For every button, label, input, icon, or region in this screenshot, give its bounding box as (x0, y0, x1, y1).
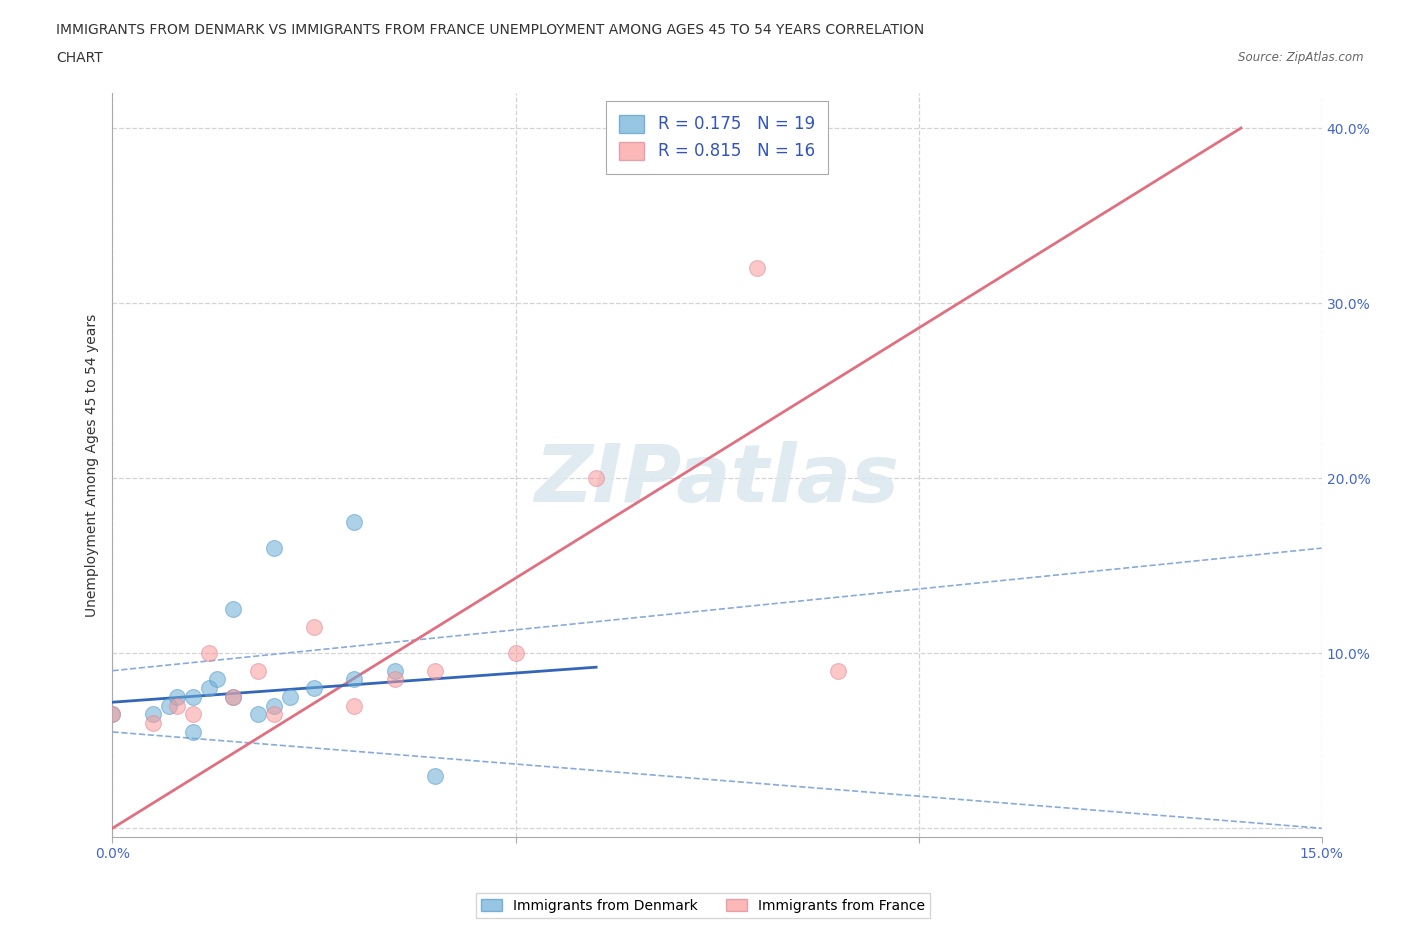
Point (181, 689, 204, 704)
Legend: R = 0.175   N = 19, R = 0.815   N = 16: R = 0.175 N = 19, R = 0.815 N = 16 (606, 101, 828, 174)
Point (222, 602, 245, 617)
Point (222, 689, 245, 704)
Text: ZIPatlas: ZIPatlas (534, 441, 900, 519)
Point (246, 663, 269, 678)
Point (302, 681, 325, 696)
Point (142, 707, 165, 722)
Point (827, 663, 849, 678)
Point (263, 540, 285, 555)
Point (207, 672, 229, 687)
Point (181, 724, 204, 739)
Point (747, 260, 769, 275)
Point (157, 698, 180, 713)
Y-axis label: Unemployment Among Ages 45 to 54 years: Unemployment Among Ages 45 to 54 years (84, 313, 98, 617)
Point (263, 698, 285, 713)
Legend: Immigrants from Denmark, Immigrants from France: Immigrants from Denmark, Immigrants from… (475, 894, 931, 919)
Point (505, 645, 527, 660)
Point (263, 707, 285, 722)
Point (166, 698, 188, 713)
Point (198, 645, 221, 660)
Point (423, 663, 446, 678)
Point (585, 471, 607, 485)
Text: Source: ZipAtlas.com: Source: ZipAtlas.com (1239, 51, 1364, 64)
Point (198, 681, 221, 696)
Point (343, 672, 366, 687)
Point (101, 707, 124, 722)
Point (142, 716, 165, 731)
Text: IMMIGRANTS FROM DENMARK VS IMMIGRANTS FROM FRANCE UNEMPLOYMENT AMONG AGES 45 TO : IMMIGRANTS FROM DENMARK VS IMMIGRANTS FR… (56, 23, 925, 37)
Point (302, 619, 325, 634)
Point (222, 689, 245, 704)
Point (181, 707, 204, 722)
Point (246, 707, 269, 722)
Point (343, 698, 366, 713)
Point (384, 672, 406, 687)
Point (343, 514, 366, 529)
Text: CHART: CHART (56, 51, 103, 65)
Point (101, 707, 124, 722)
Point (278, 689, 301, 704)
Point (166, 689, 188, 704)
Point (384, 663, 406, 678)
Point (423, 768, 446, 783)
